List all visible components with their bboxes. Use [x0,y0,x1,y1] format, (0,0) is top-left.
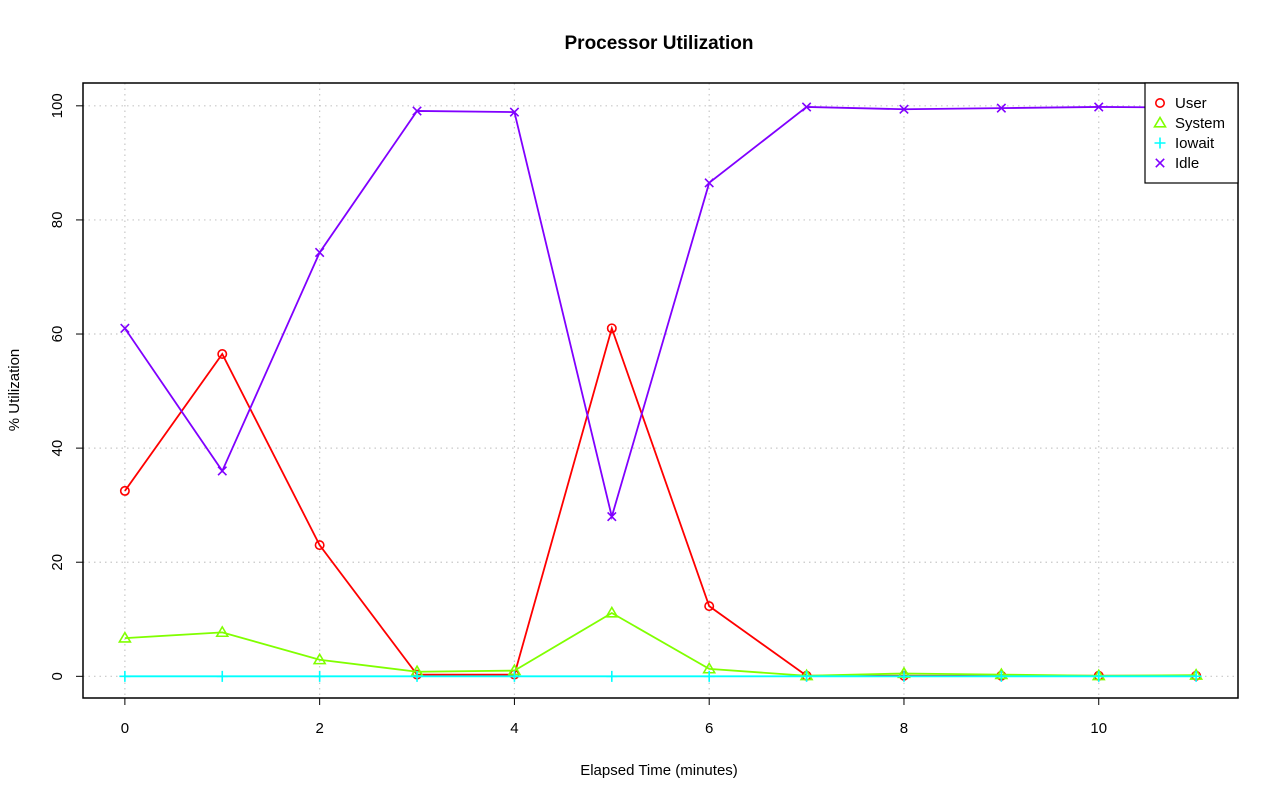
data-point-idle [801,102,812,112]
x-tick-label: 0 [121,720,129,737]
y-tick-label: 80 [49,212,66,229]
legend-label-iowait: Iowait [1175,135,1215,152]
y-axis-label: % Utilization [6,349,23,432]
legend-marker-user [1155,98,1166,109]
data-point-idle [314,247,325,258]
data-point-iowait [411,670,423,682]
data-point-user [119,485,130,496]
data-point-user [314,540,325,551]
data-point-idle [1093,102,1104,112]
data-point-iowait [898,670,910,682]
data-point-iowait [606,670,618,682]
y-tick-label: 100 [49,93,66,118]
legend-marker-idle [1155,158,1165,168]
legend-box [1144,82,1239,184]
grid [83,83,1238,698]
y-tick-label: 0 [49,672,66,680]
series-system [117,605,1204,681]
y-tick-label: 60 [49,326,66,343]
data-point-user [217,348,228,359]
data-point-idle [704,178,714,188]
data-point-system [312,652,327,665]
data-point-iowait [216,670,228,682]
data-point-iowait [119,670,131,682]
series-layer [117,102,1204,682]
x-tick-label: 6 [705,720,713,737]
legend: User System Iowait Idle [1144,82,1239,184]
y-tick-label: 20 [49,554,66,571]
x-axis-label: Elapsed Time (minutes) [580,762,738,779]
data-point-system [604,605,619,618]
data-point-iowait [508,670,520,682]
data-point-idle [509,107,520,117]
y-tick-label: 40 [49,440,66,457]
chart-title: Processor Utilization [565,33,754,54]
x-tick-label: 8 [900,720,908,737]
series-line-idle [124,106,1197,521]
series-idle [120,102,1201,522]
data-point-idle [412,106,422,116]
series-line-system [124,611,1197,677]
data-point-idle [120,323,130,334]
x-tick-label: 4 [510,720,518,737]
data-point-user [704,601,715,612]
legend-label-idle: Idle [1175,155,1199,172]
data-point-system [117,631,132,643]
series-iowait [119,670,1202,682]
legend-marker-system [1153,115,1167,128]
data-point-system [215,625,230,638]
data-point-iowait [801,670,813,682]
data-point-idle [607,511,617,522]
x-tick-label: 2 [315,720,323,737]
data-point-idle [217,466,228,476]
data-point-iowait [703,670,715,682]
legend-label-system: System [1175,115,1225,132]
data-point-user [606,323,617,334]
series-line-user [124,325,1197,677]
x-tick-label: 10 [1090,720,1107,737]
data-point-iowait [1093,670,1105,682]
data-point-idle [996,103,1007,113]
series-user [119,323,1202,681]
legend-marker-iowait [1154,137,1166,149]
legend-label-user: User [1175,95,1207,112]
data-point-iowait [995,670,1007,682]
data-point-iowait [314,670,326,682]
data-point-idle [899,104,909,115]
data-point-iowait [1190,670,1202,682]
plot-frame [82,82,1239,699]
